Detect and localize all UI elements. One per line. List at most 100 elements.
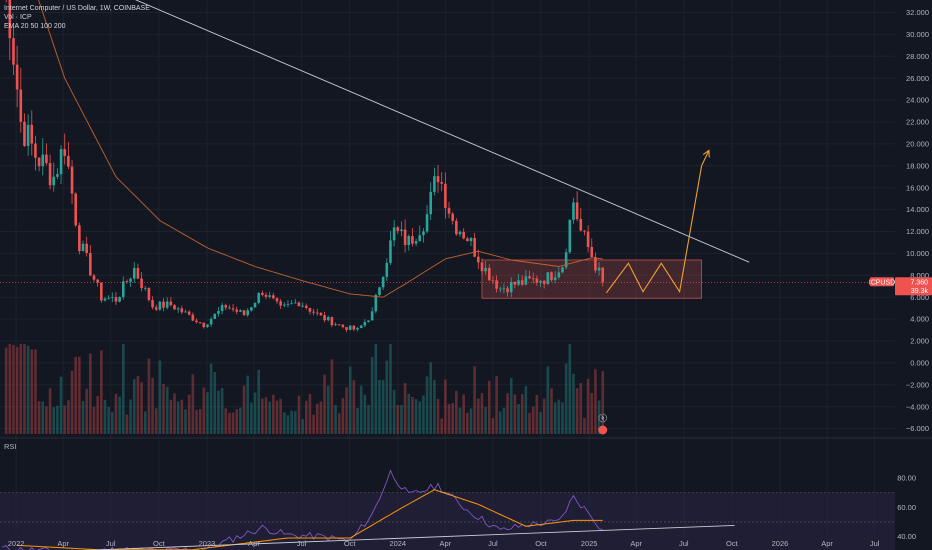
candle-body: [147, 287, 151, 301]
descending-trendline[interactable]: [127, 0, 750, 263]
volume-bar: [231, 412, 235, 434]
price-tick-label: 32.000: [906, 8, 929, 17]
volume-bar: [121, 344, 125, 434]
volume-bar: [315, 403, 319, 434]
candle-body: [239, 310, 242, 312]
candle-body: [261, 292, 264, 295]
volume-bar: [19, 344, 23, 434]
candle-body: [553, 277, 557, 281]
candle-body: [253, 302, 257, 308]
volume-bar: [370, 357, 374, 434]
volume-bar: [561, 402, 564, 434]
volume-bar: [477, 398, 480, 434]
volume-bar: [469, 408, 473, 434]
volume-bar: [323, 374, 326, 434]
candle-body: [118, 296, 121, 302]
candle-body: [70, 166, 74, 194]
time-axis[interactable]: 2022 Apr Jul Oct 2023 Apr Jul Oct 2024 Apr Jul Oct 2…: [8, 539, 880, 548]
time-tick-label: Oct: [153, 539, 166, 548]
volume-bar: [575, 388, 579, 434]
time-tick-label: Oct: [535, 539, 548, 548]
candle-body: [125, 281, 129, 283]
event-markers[interactable]: [598, 413, 608, 435]
dividend-marker-icon[interactable]: [598, 425, 608, 435]
volume-bar: [15, 347, 19, 434]
volume-bar: [403, 382, 407, 434]
candle-body: [264, 294, 268, 297]
volume-bar: [23, 344, 26, 434]
candle-body: [231, 308, 235, 310]
price-tick-label: 24.000: [906, 96, 929, 105]
volume-bar: [447, 403, 451, 434]
volume-bar: [180, 399, 184, 434]
candle-body: [568, 219, 572, 253]
volume-bar: [242, 385, 246, 434]
volume-bar: [473, 366, 476, 434]
price-axis[interactable]: 32.000 30.000 28.000 26.000 24.000 22.000 20.0…: [906, 8, 929, 433]
ema-legend: EMA 20 50 100 200: [4, 23, 66, 30]
price-tick-label: 18.000: [906, 161, 929, 170]
symbol-tag: ICPUSD: [869, 280, 895, 287]
volume-bar: [491, 418, 495, 434]
rsi-trendline[interactable]: [65, 524, 735, 550]
candle-body: [378, 287, 381, 295]
candle-body: [96, 279, 99, 283]
volume-bar: [330, 359, 334, 434]
price-tick-label: 14.000: [906, 205, 929, 214]
volume-bar: [81, 401, 85, 434]
rsi-tick-label: 80.00: [897, 474, 916, 483]
volume-bar: [546, 366, 550, 434]
candle-body: [294, 302, 297, 304]
volume-bar: [528, 412, 531, 434]
candle-body: [162, 301, 165, 308]
symbol-title: Internet Computer / US Dollar, 1W, COINB…: [4, 5, 150, 12]
volume-bar: [228, 412, 231, 434]
candle-body: [326, 317, 330, 321]
volume-bar: [70, 370, 74, 434]
candle-body: [337, 324, 341, 326]
last-price-tag: 7.360: [910, 280, 928, 287]
candle-body: [356, 328, 359, 330]
volume-bar: [345, 387, 348, 434]
volume-bar: [85, 388, 88, 434]
range-box[interactable]: [481, 259, 702, 299]
volume-bar: [462, 394, 465, 434]
candle-body: [590, 247, 594, 257]
projection-path[interactable]: [605, 150, 710, 294]
volume-bar: [429, 362, 433, 434]
price-tick-label: 0.000: [910, 359, 929, 368]
candle-body: [158, 301, 162, 310]
event-marker-icon[interactable]: [598, 413, 608, 423]
candle-body: [396, 227, 400, 231]
volume-bar: [107, 406, 110, 434]
volume-bar: [444, 379, 447, 434]
price-tick-label: −4.000: [906, 402, 929, 411]
candle-body: [524, 276, 528, 285]
volume-bar: [96, 396, 99, 434]
volume-bar: [100, 350, 103, 434]
candle-body: [315, 312, 319, 314]
candle-body: [509, 281, 513, 293]
volume-bar: [52, 407, 56, 434]
volume-bar: [319, 401, 323, 434]
time-tick-label: 2026: [772, 539, 789, 548]
volume-bar: [26, 345, 30, 434]
candle-body: [542, 280, 546, 284]
volume-bar: [495, 376, 498, 434]
volume-bar: [198, 409, 202, 434]
volume-bar: [374, 344, 378, 434]
price-tick-label: −6.000: [906, 424, 929, 433]
volume-bar: [301, 419, 304, 434]
candle-body: [341, 324, 345, 328]
candlesticks: [5, 0, 605, 333]
volume-bar: [45, 406, 48, 434]
volume-bar: [509, 378, 513, 434]
time-tick-label: Apr: [248, 539, 260, 548]
candle-body: [275, 298, 279, 302]
candle-body: [92, 275, 96, 280]
candle-body: [246, 310, 250, 316]
volume-bar: [487, 380, 491, 434]
